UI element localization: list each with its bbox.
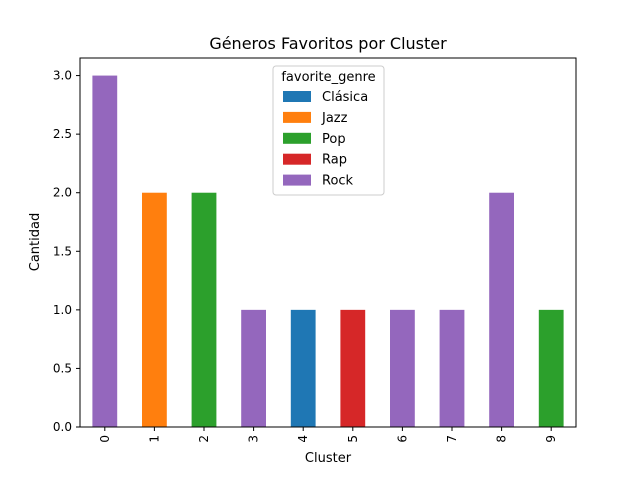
legend-label-1: Jazz	[321, 111, 348, 126]
legend-items: Clásica Jazz Pop Rap Rock	[283, 90, 368, 189]
x-tick-label-5: 5	[346, 435, 360, 443]
y-tick-label-0: 0.0	[53, 420, 72, 434]
legend-swatch-3	[283, 153, 311, 165]
y-tick-label-4: 2.0	[53, 186, 72, 200]
y-axis: 0.0 0.5 1.0 1.5 2.0 2.5 3.0	[53, 69, 80, 434]
bar-8-series-4	[489, 192, 514, 427]
y-tick-label-5: 2.5	[53, 127, 72, 141]
legend: favorite_genre Clásica Jazz Pop Rap Rock	[272, 65, 385, 196]
y-tick-label-6: 3.0	[53, 69, 72, 83]
x-tick-label-6: 6	[395, 435, 409, 443]
bar-9-series-2	[538, 309, 564, 427]
bars	[92, 75, 564, 428]
chart-title: Géneros Favoritos por Cluster	[209, 34, 447, 53]
legend-swatch-4	[283, 174, 311, 186]
x-axis: 0 1 2 3 4 5 6 7 8 9	[98, 427, 558, 443]
x-tick-label-1: 1	[147, 435, 161, 443]
plot-area	[79, 57, 577, 428]
y-tick-label-3: 1.5	[53, 244, 72, 258]
x-tick-label-3: 3	[247, 435, 261, 443]
x-tick-label-7: 7	[445, 435, 459, 443]
bar-5-series-3	[340, 309, 366, 427]
x-tick-label-8: 8	[495, 435, 509, 443]
bar-0-series-4	[92, 75, 118, 428]
legend-swatch-1	[283, 111, 311, 123]
x-axis-label: Cluster	[305, 451, 352, 466]
bar-7-series-4	[439, 309, 465, 427]
y-tick-label-1: 0.5	[53, 361, 72, 375]
legend-label-3: Rap	[322, 153, 347, 168]
legend-label-0: Clásica	[322, 90, 368, 105]
bar-2-series-2	[191, 192, 217, 427]
bar-1-series-1	[142, 192, 167, 427]
y-tick-label-2: 1.0	[53, 303, 72, 317]
bar-4-series-0	[290, 309, 316, 427]
x-tick-label-2: 2	[197, 435, 211, 443]
bar-3-series-4	[241, 309, 266, 427]
legend-swatch-0	[283, 91, 311, 102]
legend-title: favorite_genre	[281, 70, 375, 85]
legend-swatch-2	[283, 132, 311, 144]
legend-label-2: Pop	[322, 132, 346, 147]
x-tick-label-9: 9	[544, 435, 558, 443]
x-tick-label-0: 0	[98, 435, 112, 443]
plot-frame	[79, 57, 577, 428]
x-tick-label-4: 4	[296, 435, 310, 443]
bar-6-series-4	[390, 309, 415, 427]
y-axis-label: Cantidad	[28, 213, 43, 271]
legend-label-4: Rock	[322, 174, 354, 189]
